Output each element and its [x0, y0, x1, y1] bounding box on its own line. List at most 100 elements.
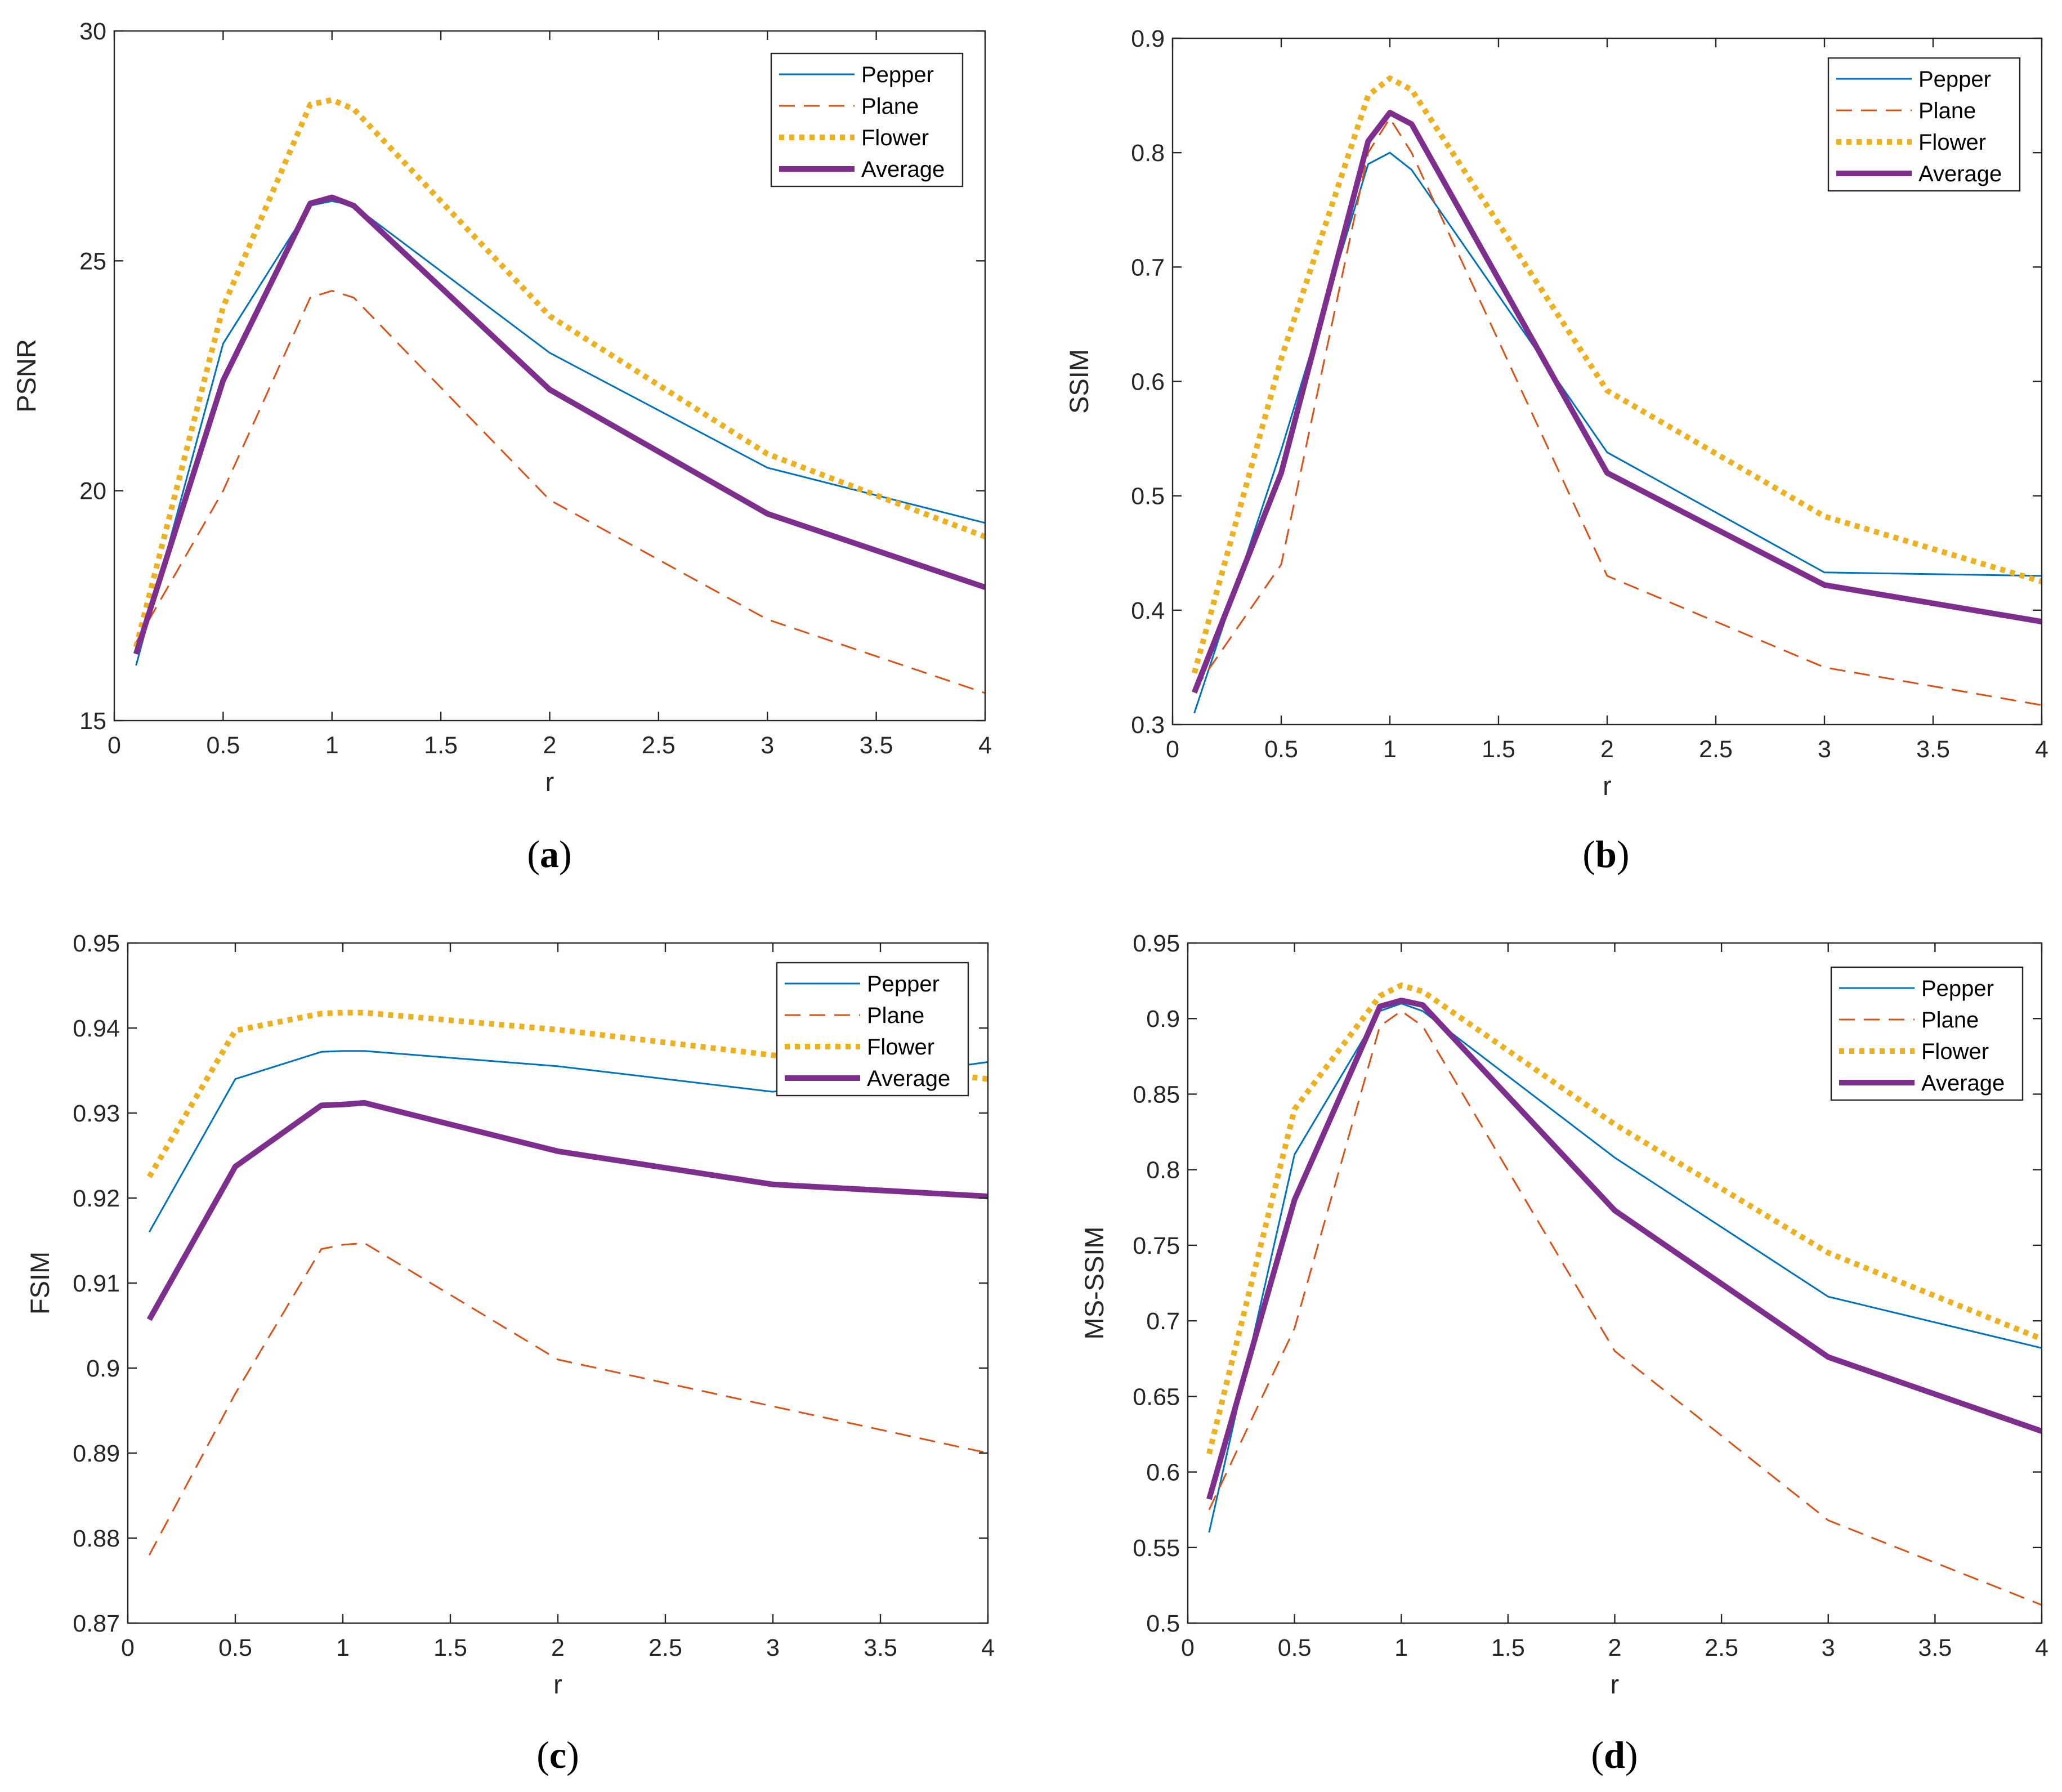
legend-label-plane: Plane [861, 94, 919, 119]
y-tick-label: 0.85 [1133, 1081, 1180, 1108]
series-line-plane [148, 1242, 988, 1556]
series-line-pepper [1208, 1002, 2042, 1533]
y-tick-label: 0.9 [86, 1355, 120, 1382]
x-axis-label: r [545, 767, 554, 797]
chart-panel-a: 0 0.5 1 1.5 2 2.5 3 3.5 4 15 20 25 30 r PSNR Pepper Plan… [11, 18, 992, 875]
x-tick-label: 0 [108, 732, 121, 759]
x-tick-label: 2 [551, 1634, 565, 1661]
panel-caption-letter: b [1595, 833, 1617, 875]
panel-caption: (b) [1582, 833, 1629, 875]
y-tick-label: 0.6 [1146, 1459, 1180, 1486]
series-line-average [146, 1100, 988, 1321]
panel-caption-letter: c [549, 1733, 566, 1776]
x-tick-label: 1 [1383, 736, 1397, 763]
series-line-average [1191, 110, 2042, 694]
y-tick-label: 0.3 [1131, 712, 1165, 739]
legend-box [1827, 57, 2021, 192]
series-group [133, 97, 986, 694]
legend-box [776, 962, 969, 1097]
legend-label-flower: Flower [1921, 1039, 1989, 1064]
y-tick-label: 30 [79, 18, 106, 45]
chart-panel-d: 0 0.5 1 1.5 2 2.5 3 3.5 40.50.550.60.650.70.750.… [1079, 930, 2048, 1776]
legend-label-average: Average [1921, 1071, 2005, 1096]
y-tick-label: 0.88 [73, 1525, 120, 1552]
x-tick-label: 2 [1608, 1634, 1622, 1661]
series-line-flower [133, 97, 986, 648]
x-tick-label: 0.5 [206, 732, 240, 759]
y-tick-label: 0.55 [1133, 1535, 1180, 1562]
x-tick-label: 1.5 [424, 732, 458, 759]
x-axis-label: r [1603, 771, 1612, 801]
y-tick-label: 0.8 [1146, 1157, 1180, 1184]
x-tick-label: 3.5 [864, 1634, 897, 1661]
legend-label-flower: Flower [1918, 130, 1986, 155]
legend-label-average: Average [867, 1066, 950, 1091]
series-line-average [1206, 998, 2043, 1500]
panel-caption: (d) [1591, 1733, 1638, 1776]
panel-caption: (a) [527, 833, 571, 875]
y-axis-label: MS-SSIM [1079, 1226, 1109, 1339]
y-tick-label: 0.65 [1133, 1383, 1180, 1410]
x-tick-label: 3 [766, 1634, 780, 1661]
x-tick-label: 1.5 [1491, 1634, 1525, 1661]
legend-label-flower: Flower [861, 126, 929, 150]
legend: Pepper Plane Flower Average [770, 52, 964, 187]
series-line-plane [1208, 1010, 2042, 1606]
x-tick-label: 4 [978, 732, 992, 759]
x-tick-label: 1 [325, 732, 339, 759]
y-tick-label: 0.8 [1131, 140, 1165, 167]
legend-label-pepper: Pepper [861, 62, 934, 87]
legend-label-average: Average [1918, 162, 2002, 186]
x-tick-label: 2.5 [1705, 1634, 1738, 1661]
legend-box [770, 52, 964, 187]
series-line-flower [1206, 982, 2043, 1455]
y-tick-label: 0.7 [1146, 1308, 1180, 1335]
x-axis-label: r [1611, 1669, 1620, 1699]
x-tick-label: 3 [761, 732, 774, 759]
x-tick-label: 0.5 [1264, 736, 1298, 763]
series-line-pepper [135, 200, 986, 666]
legend-label-pepper: Pepper [1921, 976, 1994, 1001]
y-tick-label: 0.7 [1131, 254, 1165, 281]
legend-label-pepper: Pepper [1918, 67, 1991, 92]
y-tick-label: 0.75 [1133, 1232, 1180, 1259]
series-group [1206, 982, 2043, 1606]
x-tick-label: 3.5 [860, 732, 893, 759]
legend-label-plane: Plane [1918, 99, 1976, 123]
series-line-flower [1191, 75, 2043, 674]
chart-panel-c: 0 0.5 1 1.5 2 2.5 3 3.5 4 0.87 0.88 0.89 0.9 0.91 0.92… [25, 930, 995, 1776]
y-tick-label: 0.95 [1133, 930, 1180, 957]
y-tick-label: 0.93 [73, 1100, 120, 1127]
x-tick-label: 0 [1181, 1634, 1195, 1661]
y-tick-label: 25 [79, 248, 106, 275]
x-tick-label: 4 [2035, 736, 2048, 763]
legend-label-plane: Plane [1921, 1008, 1979, 1033]
x-tick-label: 3 [1818, 736, 1831, 763]
x-tick-label: 1.5 [1482, 736, 1515, 763]
x-tick-label: 1.5 [433, 1634, 467, 1661]
series-line-plane [135, 289, 986, 694]
y-tick-label: 0.92 [73, 1185, 120, 1212]
y-tick-label: 0.87 [73, 1610, 120, 1637]
legend: Pepper Plane Flower Average [1830, 966, 2024, 1101]
panel-caption: (c) [536, 1733, 579, 1776]
legend-label-flower: Flower [867, 1035, 934, 1060]
y-tick-label: 15 [79, 708, 106, 735]
y-tick-label: 0.9 [1146, 1006, 1180, 1033]
x-tick-label: 2.5 [642, 732, 676, 759]
x-tick-label: 2 [543, 732, 557, 759]
y-tick-label: 0.95 [73, 930, 120, 957]
y-tick-label: 20 [79, 478, 106, 505]
legend-label-plane: Plane [867, 1003, 924, 1028]
x-tick-label: 2.5 [1699, 736, 1733, 763]
x-tick-label: 0.5 [218, 1634, 252, 1661]
x-tick-label: 0 [1166, 736, 1179, 763]
legend-label-average: Average [861, 157, 945, 182]
y-tick-label: 0.9 [1131, 25, 1165, 52]
series-group [146, 1009, 988, 1556]
chart-panel-b: 0 0.5 1 1.5 2 2.5 3 3.5 4 0.3 0.4 0.5 0.6 0.7 0.8 0.9 r S… [1064, 25, 2048, 875]
x-tick-label: 2 [1600, 736, 1614, 763]
x-tick-label: 3.5 [1916, 736, 1950, 763]
y-tick-label: 0.5 [1131, 483, 1165, 510]
